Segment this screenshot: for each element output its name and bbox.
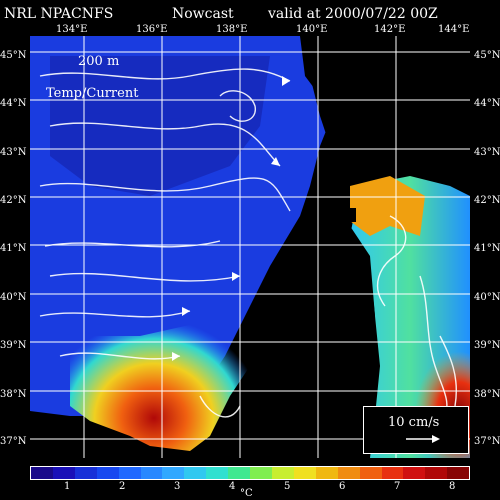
small-island xyxy=(348,208,356,222)
temperature-current-map xyxy=(30,36,470,458)
valid-time-title: valid at 2000/07/22 00Z xyxy=(268,6,438,22)
colorbar-segment xyxy=(359,467,382,479)
lon-label: 142°E xyxy=(374,24,406,35)
lat-label-right: 40°N xyxy=(474,292,500,303)
lat-label-left: 39°N xyxy=(0,340,27,351)
lat-label-right: 38°N xyxy=(474,389,500,400)
lat-label-left: 44°N xyxy=(0,98,27,109)
colorbar-tick: 5 xyxy=(284,481,291,492)
colorbar-tick: 2 xyxy=(119,481,126,492)
lat-label-right: 45°N xyxy=(474,50,500,61)
warm-eddy-north xyxy=(350,176,425,236)
lat-label-right: 43°N xyxy=(474,147,500,158)
colorbar-segment xyxy=(74,467,97,479)
lat-label-left: 45°N xyxy=(0,50,27,61)
colorbar-segment xyxy=(206,467,229,479)
lat-label-left: 41°N xyxy=(0,243,27,254)
colorbar-unit: °C xyxy=(240,488,253,499)
honshu-land xyxy=(300,186,375,458)
lat-label-right: 41°N xyxy=(474,243,500,254)
colorbar-segment xyxy=(52,467,75,479)
colorbar-segment xyxy=(315,467,338,479)
colorbar-segment xyxy=(447,467,470,479)
colorbar-segment xyxy=(162,467,185,479)
colorbar-segment xyxy=(403,467,426,479)
depth-label: 200 m xyxy=(78,54,120,69)
colorbar-segment xyxy=(337,467,360,479)
vector-scale-label: 10 cm/s xyxy=(388,415,440,430)
colorbar-tick: 7 xyxy=(394,481,401,492)
colorbar-segment xyxy=(140,467,163,479)
colorbar-segment xyxy=(250,467,272,479)
deep-blue-core xyxy=(50,56,270,196)
hokkaido-land xyxy=(305,36,470,176)
lon-label: 134°E xyxy=(56,24,88,35)
lat-label-left: 38°N xyxy=(0,389,27,400)
colorbar-segment xyxy=(118,467,141,479)
temperature-colorbar xyxy=(30,466,470,480)
lon-label: 140°E xyxy=(296,24,328,35)
lon-label: 144°E xyxy=(438,24,470,35)
colorbar-tick: 1 xyxy=(64,481,71,492)
current-streamlines xyxy=(39,68,457,427)
vector-scale-arrow-icon xyxy=(406,435,440,443)
colorbar-tick: 3 xyxy=(174,481,181,492)
lat-label-left: 37°N xyxy=(0,436,27,447)
colorbar-segment xyxy=(228,467,251,479)
lat-label-right: 42°N xyxy=(474,195,500,206)
lat-label-left: 40°N xyxy=(0,292,27,303)
colorbar-segment xyxy=(381,467,404,479)
lat-label-right: 44°N xyxy=(474,98,500,109)
colorbar-segment xyxy=(184,467,207,479)
product-title: NRL NPACNFS xyxy=(4,6,114,22)
graticule xyxy=(30,36,470,458)
colorbar-segment xyxy=(425,467,448,479)
field-label: Temp/Current xyxy=(46,86,139,101)
colorbar-tick: 8 xyxy=(449,481,456,492)
lat-label-right: 37°N xyxy=(474,436,500,447)
mode-title: Nowcast xyxy=(172,6,234,22)
warm-coastal-band xyxy=(70,231,310,451)
colorbar-segment xyxy=(293,467,316,479)
vector-scale-box: 10 cm/s xyxy=(363,406,469,454)
lon-label: 136°E xyxy=(136,24,168,35)
lon-label: 138°E xyxy=(216,24,248,35)
colorbar-segment xyxy=(31,467,53,479)
colorbar-segment xyxy=(96,467,119,479)
colorbar-tick: 6 xyxy=(339,481,346,492)
colorbar-tick: 4 xyxy=(229,481,236,492)
colorbar-segment xyxy=(271,467,294,479)
lat-label-left: 42°N xyxy=(0,195,27,206)
lat-label-left: 43°N xyxy=(0,147,27,158)
lat-label-right: 39°N xyxy=(474,340,500,351)
